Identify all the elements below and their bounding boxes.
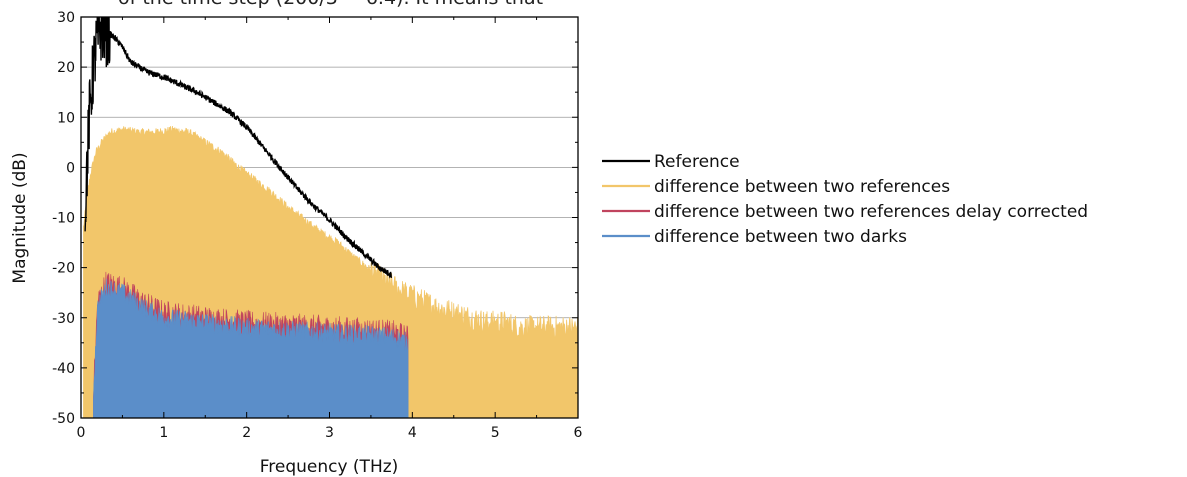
legend-label: difference between two references delay …: [654, 202, 1088, 222]
x-tick-label: 5: [491, 425, 500, 441]
axis-ticks: [80, 16, 579, 419]
x-tick-label: 1: [159, 425, 168, 441]
legend: Reference difference between two referenc…: [602, 152, 1088, 247]
x-tick-label: 3: [325, 425, 334, 441]
x-tick-label: 6: [574, 425, 583, 441]
y-tick-label: -20: [52, 261, 75, 277]
x-tick-label: 0: [77, 425, 86, 441]
y-tick-label: -30: [52, 311, 75, 327]
series-lines: [84, 17, 392, 279]
x-tick-label: 2: [242, 425, 251, 441]
legend-label: difference between two darks: [654, 227, 907, 247]
y-tick-label: 0: [66, 160, 75, 176]
legend-label: difference between two references: [654, 177, 950, 197]
y-tick-label: 20: [57, 60, 75, 76]
y-axis-title: Magnitude (dB): [10, 152, 30, 283]
series-reference-line: [84, 17, 392, 279]
caption-text: of the time step (200/3 ∼ 6.4). It means…: [118, 0, 543, 9]
y-tick-label: -10: [52, 211, 75, 227]
x-axis-title: Frequency (THz): [260, 457, 399, 477]
legend-label: Reference: [654, 152, 740, 172]
y-tick-labels: -50 -40 -30 -20 -10 0 10 20 30: [52, 10, 75, 427]
y-tick-label: -40: [52, 361, 75, 377]
x-tick-labels: 0 1 2 3 4 5 6: [77, 425, 583, 441]
x-tick-label: 4: [408, 425, 417, 441]
y-tick-label: -50: [52, 411, 75, 427]
series-darks-area: [93, 278, 409, 418]
noise-fill-layer: [83, 125, 578, 418]
y-tick-label: 30: [57, 10, 75, 26]
y-tick-label: 10: [57, 110, 75, 126]
